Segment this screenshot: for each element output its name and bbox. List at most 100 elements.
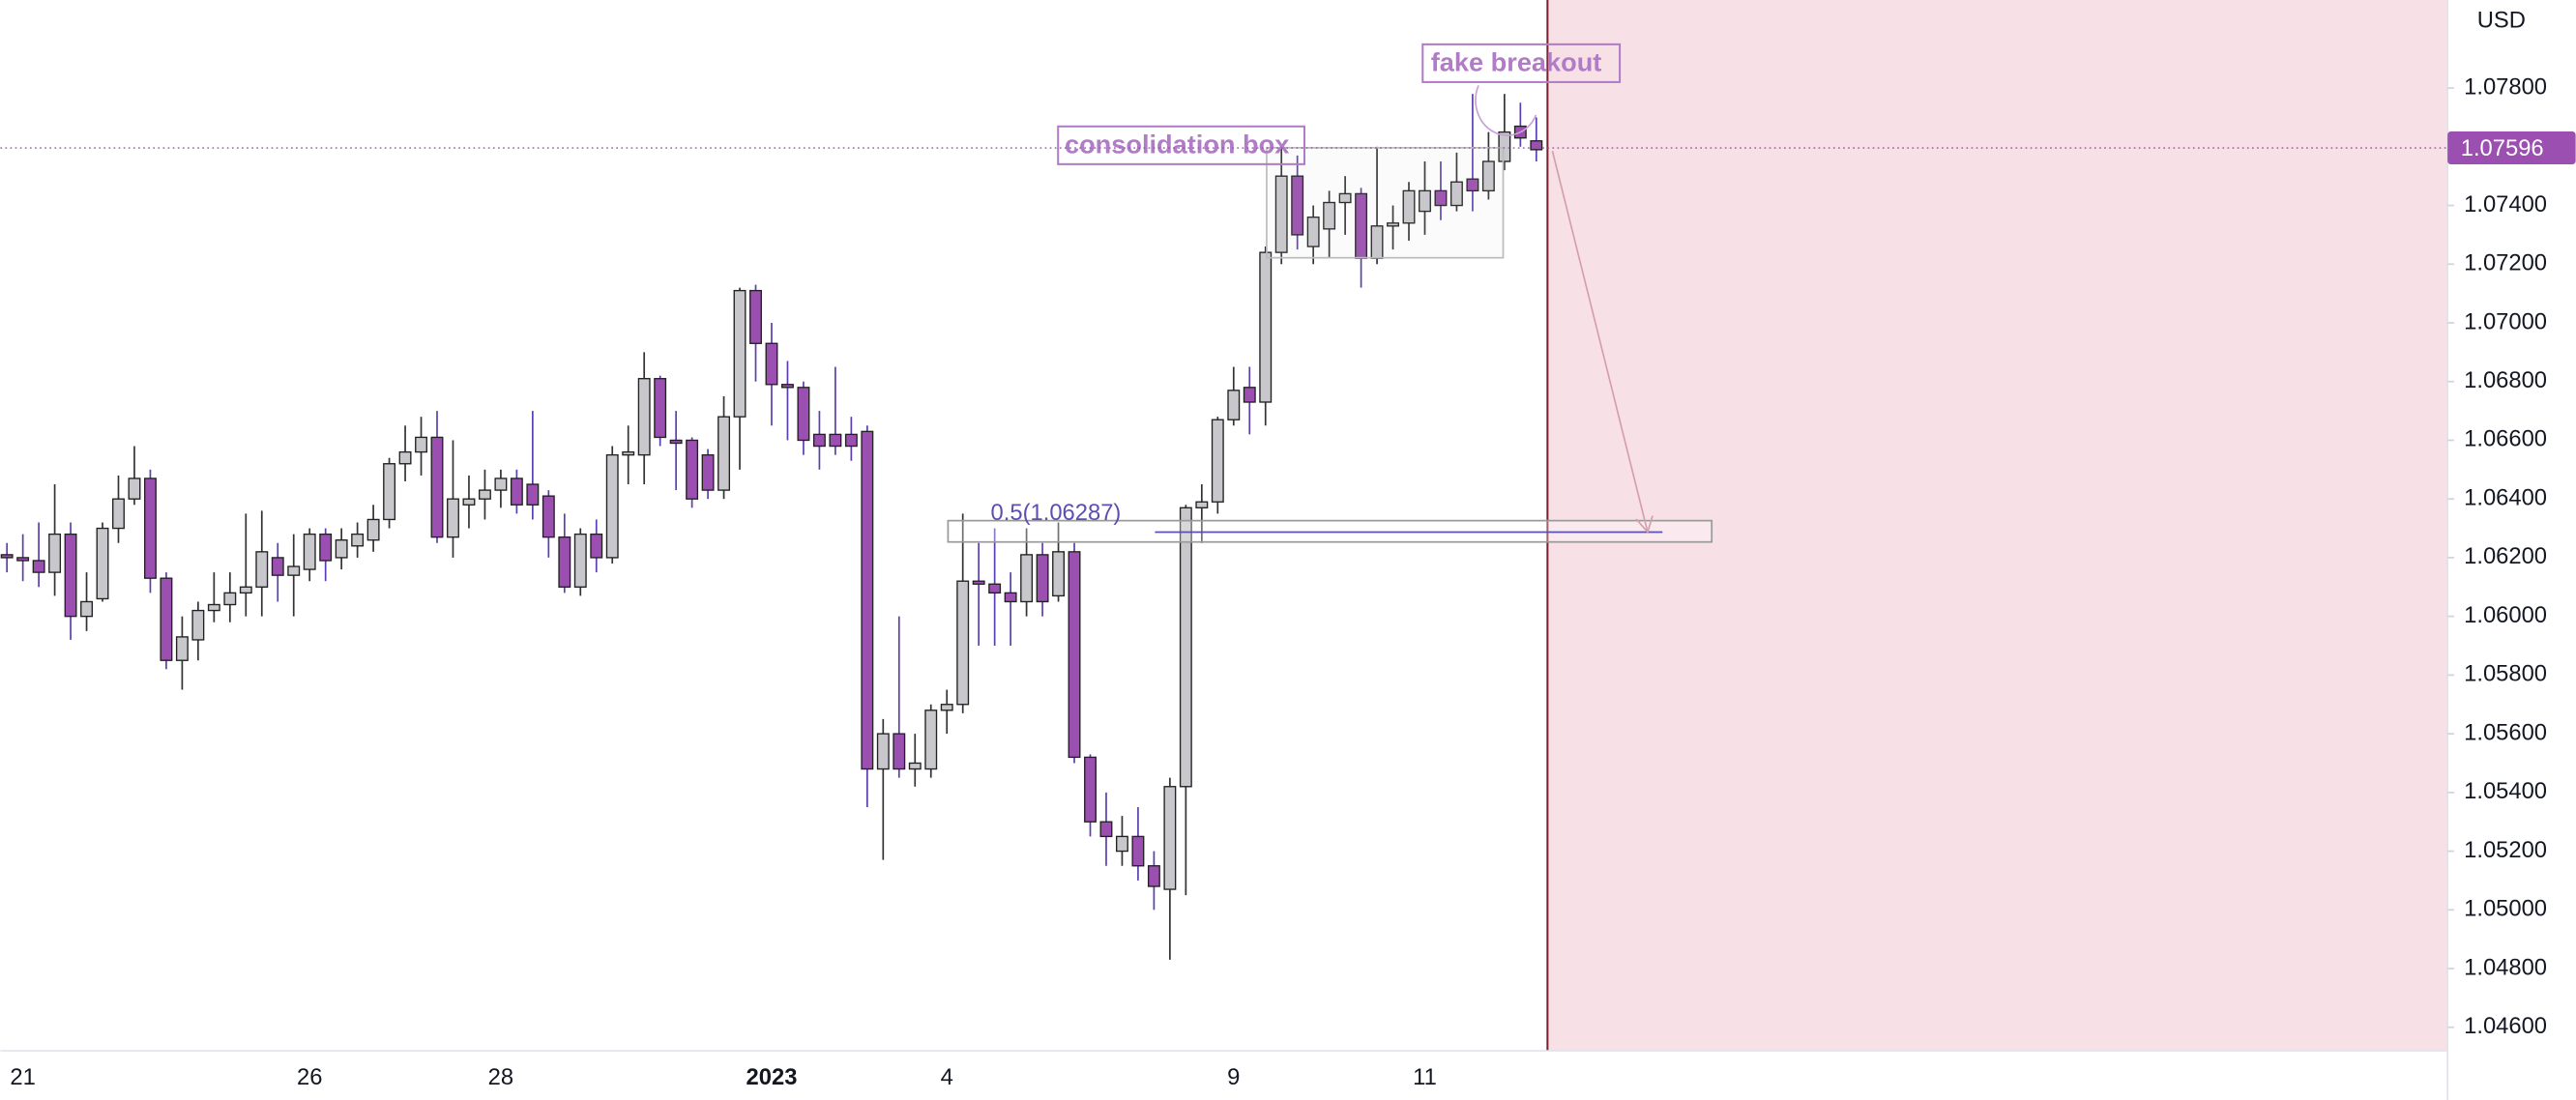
candle-body: [686, 439, 699, 500]
candle-body: [829, 433, 842, 448]
candle-body: [398, 450, 412, 465]
candle-body: [701, 453, 715, 491]
y-tick-label: 1.06200: [2464, 543, 2547, 569]
candle-body: [1338, 192, 1352, 204]
candle-body: [1147, 865, 1160, 887]
candle-body: [1449, 181, 1463, 207]
candle-body: [494, 478, 508, 491]
candle-body: [478, 489, 491, 500]
candle-body: [462, 498, 476, 506]
y-tick-label: 1.04600: [2464, 1013, 2547, 1039]
candle-body: [1211, 419, 1224, 503]
candle-body: [1004, 592, 1017, 603]
y-tick-label: 1.05000: [2464, 896, 2547, 922]
candle-body: [605, 453, 619, 559]
candle-body: [175, 636, 189, 661]
candle-body: [128, 478, 141, 500]
candle-body: [0, 554, 14, 559]
candle-body: [1195, 501, 1209, 508]
x-tick-label: 26: [297, 1064, 322, 1090]
candle-body: [669, 439, 683, 445]
y-tick-label: 1.05200: [2464, 837, 2547, 863]
candle-body: [1274, 175, 1288, 253]
candle-body: [1387, 222, 1399, 227]
candle-body: [893, 733, 906, 770]
candle-body: [1115, 835, 1128, 853]
last-price-tag: [2447, 131, 2576, 165]
y-tick-label: 1.05800: [2464, 661, 2547, 687]
candle-body: [956, 580, 970, 706]
future-zone: [1547, 0, 2448, 1052]
candle-body: [351, 533, 365, 547]
y-tick-label: 1.04800: [2464, 954, 2547, 980]
last-price-label: 1.07596: [2461, 135, 2544, 161]
candle-body: [143, 478, 157, 579]
candle-body: [287, 565, 301, 576]
candle-body: [366, 518, 380, 541]
candle-body: [526, 483, 540, 506]
candle-body: [160, 577, 173, 661]
candle-body: [239, 586, 252, 594]
candle-body: [303, 533, 316, 570]
axis-label: USD: [2477, 7, 2526, 33]
candle-body: [972, 580, 985, 585]
y-tick-label: 1.05400: [2464, 778, 2547, 804]
annotation-frame: [1421, 43, 1622, 83]
candle-body: [255, 551, 269, 588]
annotation-frame: [1057, 125, 1306, 165]
candle-body: [765, 342, 778, 386]
candle-body: [1052, 551, 1066, 597]
candle-body: [64, 533, 77, 618]
arrow-head: [1635, 515, 1654, 535]
candle-body: [861, 430, 874, 770]
candle-body: [1179, 507, 1192, 788]
candle-body: [335, 539, 348, 559]
candle-body: [924, 709, 938, 770]
candle-body: [430, 436, 444, 538]
candle-body: [1020, 554, 1034, 603]
x-tick-label: 28: [488, 1064, 513, 1090]
annotation: fake breakout: [1431, 46, 1602, 76]
candle-body: [1243, 387, 1256, 403]
candle-body: [319, 533, 333, 562]
x-tick-label: 4: [941, 1064, 953, 1090]
candle-body: [223, 592, 237, 606]
candle-body: [908, 762, 922, 770]
candle-body: [96, 527, 109, 600]
y-tick-label: 1.06000: [2464, 602, 2547, 628]
candle-body: [717, 416, 731, 491]
candle-body: [1084, 756, 1097, 823]
candle-body: [1068, 551, 1081, 759]
candle-body: [622, 450, 635, 456]
candle-body: [1227, 390, 1241, 420]
candle-body: [1481, 160, 1495, 192]
candle-body: [637, 378, 651, 456]
candle-body: [1259, 251, 1273, 403]
candle-body: [797, 387, 810, 442]
candle-body: [1402, 189, 1416, 224]
candle-body: [16, 557, 30, 562]
y-tick-label: 1.07800: [2464, 73, 2547, 100]
candle-body: [558, 536, 571, 588]
annotation: consolidation box: [1065, 129, 1289, 159]
x-tick-label: 9: [1227, 1064, 1240, 1090]
candle-body: [1306, 217, 1320, 247]
candle-body: [844, 433, 858, 448]
candle-body: [447, 498, 459, 538]
candle-body: [812, 433, 826, 448]
candle-body: [1498, 130, 1511, 162]
candle-body: [48, 533, 62, 573]
x-tick-label: 21: [10, 1064, 35, 1090]
plot: 1.04600 1.04800 1.05000 1.05200 1.05400 1.056…: [0, 43, 2576, 1090]
candle-body: [1099, 821, 1113, 838]
x-tick-label: 2023: [746, 1064, 798, 1090]
y-tick-label: 1.06400: [2464, 484, 2547, 510]
candle-body: [112, 498, 125, 530]
y-tick-label: 1.07400: [2464, 191, 2547, 217]
y-tick-label: 1.06600: [2464, 426, 2547, 452]
y-tick-label: 1.07200: [2464, 250, 2547, 276]
consolidation-box: [1266, 147, 1505, 259]
candle-body: [1163, 786, 1177, 890]
candle-body: [1323, 201, 1336, 230]
candle-body: [271, 557, 284, 576]
